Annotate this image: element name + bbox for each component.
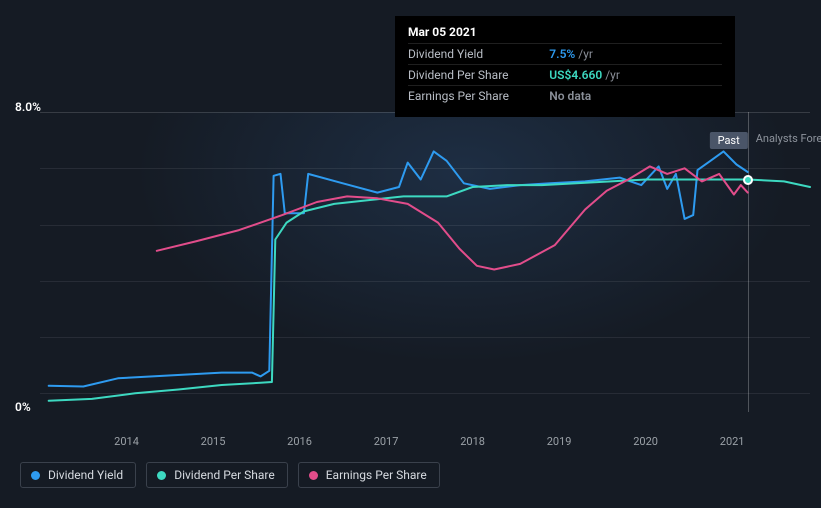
tooltip-row-label: Earnings Per Share bbox=[408, 86, 549, 107]
tooltip-row-value: US$4.660/yr bbox=[549, 65, 722, 86]
dividend-chart: 8.0% 0% Past Analysts Forecasts 20142015… bbox=[15, 100, 810, 450]
y-axis-max-label: 8.0% bbox=[15, 100, 41, 114]
x-tick-label: 2017 bbox=[374, 435, 399, 448]
tooltip-date: Mar 05 2021 bbox=[408, 25, 722, 39]
tooltip-row-value: No data bbox=[549, 86, 722, 107]
legend-label: Earnings Per Share bbox=[326, 468, 427, 482]
tooltip-row: Dividend Per ShareUS$4.660/yr bbox=[408, 65, 722, 86]
tooltip-row-label: Dividend Per Share bbox=[408, 65, 549, 86]
legend-swatch-icon bbox=[309, 471, 318, 480]
tooltip-row-label: Dividend Yield bbox=[408, 44, 549, 65]
hover-point-marker bbox=[743, 175, 753, 185]
chart-tooltip: Mar 05 2021 Dividend Yield7.5%/yrDividen… bbox=[395, 16, 735, 117]
legend-item[interactable]: Dividend Per Share bbox=[146, 462, 288, 488]
x-tick-label: 2018 bbox=[460, 435, 485, 448]
chart-legend: Dividend Yield Dividend Per Share Earnings… bbox=[20, 462, 440, 488]
x-tick-label: 2015 bbox=[201, 435, 226, 448]
y-axis-min-label: 0% bbox=[15, 400, 31, 414]
x-tick-label: 2021 bbox=[720, 435, 745, 448]
x-tick-label: 2016 bbox=[287, 435, 312, 448]
series-line bbox=[49, 151, 748, 386]
past-badge: Past bbox=[710, 132, 748, 149]
legend-label: Dividend Per Share bbox=[174, 468, 275, 482]
series-line bbox=[157, 166, 748, 269]
x-tick-label: 2020 bbox=[633, 435, 658, 448]
tooltip-table: Dividend Yield7.5%/yrDividend Per ShareU… bbox=[408, 43, 722, 106]
legend-swatch-icon bbox=[31, 471, 40, 480]
tooltip-row: Earnings Per ShareNo data bbox=[408, 86, 722, 107]
series-line bbox=[49, 180, 810, 401]
x-tick-label: 2019 bbox=[547, 435, 572, 448]
tooltip-row-value: 7.5%/yr bbox=[549, 44, 722, 65]
legend-item[interactable]: Dividend Yield bbox=[20, 462, 136, 488]
x-tick-label: 2014 bbox=[114, 435, 139, 448]
legend-label: Dividend Yield bbox=[48, 468, 123, 482]
legend-item[interactable]: Earnings Per Share bbox=[298, 462, 440, 488]
analysts-forecast-label: Analysts Forecasts bbox=[756, 132, 821, 145]
tooltip-row: Dividend Yield7.5%/yr bbox=[408, 44, 722, 65]
series-lines bbox=[40, 112, 810, 412]
legend-swatch-icon bbox=[157, 471, 166, 480]
